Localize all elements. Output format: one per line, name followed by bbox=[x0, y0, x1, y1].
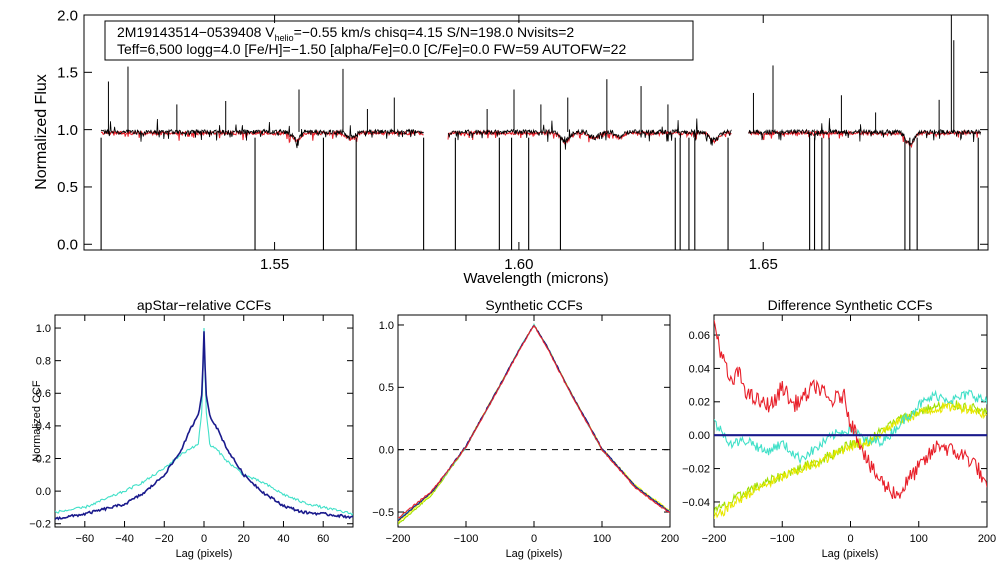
apstar-ccf-ytick-label: 0.4 bbox=[36, 421, 51, 433]
synthetic-ccf-series-ccf-5 bbox=[398, 324, 670, 519]
apstar-ccf-xtick-label: 40 bbox=[277, 533, 289, 545]
spectrum-xtick-label: 1.65 bbox=[749, 256, 778, 273]
annotation-line-1-post: =−0.55 km/s chisq=4.15 S/N=198.0 Nvisits… bbox=[294, 24, 575, 40]
spectrum-ytick-label: 0.0 bbox=[57, 237, 78, 254]
synthetic-ccf-xtick-label: −200 bbox=[386, 533, 411, 545]
difference-ccf-series-diff-cyan bbox=[714, 389, 987, 465]
synthetic-ccf-ytick-label: −0.5 bbox=[372, 507, 394, 519]
apstar-ccf-panel: apStar−relative CCFs Lag (pixels) Normal… bbox=[29, 297, 354, 560]
difference-ccf-ytick-label: −0.02 bbox=[682, 463, 710, 475]
spectrum-ytick-label: 1.5 bbox=[57, 65, 78, 82]
apstar-ccf-series-visit-1 bbox=[55, 327, 353, 516]
spectrum-ytick-label: 2.0 bbox=[57, 7, 78, 24]
difference-ccf-panel: Difference Synthetic CCFs Lag (pixels) −… bbox=[682, 297, 996, 560]
synthetic-ccf-ytick-label: 0.5 bbox=[379, 382, 394, 394]
annotation-box bbox=[104, 20, 694, 61]
spectrum-observed-line-chip-3 bbox=[748, 118, 982, 146]
spectrum-plot-frame bbox=[83, 14, 989, 251]
spectrum-xtick-label: 1.55 bbox=[260, 256, 289, 273]
synthetic-ccf-xtick-label: −100 bbox=[454, 533, 479, 545]
difference-ccf-ytick-label: 0.06 bbox=[689, 330, 710, 342]
apstar-xlabel: Lag (pixels) bbox=[176, 548, 233, 560]
apstar-title: apStar−relative CCFs bbox=[137, 297, 271, 313]
apstar-ccf-ytick-label: 0.2 bbox=[36, 453, 51, 465]
apstar-ccf-ytick-label: 1.0 bbox=[36, 323, 51, 335]
synthetic-title: Synthetic CCFs bbox=[485, 297, 582, 313]
difference-ccf-ytick-label: 0.00 bbox=[689, 430, 710, 442]
spectrum-panel: Normalized Flux Wavelength (microns) 2M1… bbox=[33, 7, 989, 287]
difference-ccf-xtick-label: 200 bbox=[978, 533, 996, 545]
difference-ccf-ytick-label: −0.04 bbox=[682, 497, 710, 509]
apstar-ccf-xtick-label: −40 bbox=[115, 533, 134, 545]
synthetic-ccf-panel: Synthetic CCFs Lag (pixels) −200 −100 0 100… bbox=[372, 297, 679, 560]
spectrum-ytick-label: 0.5 bbox=[57, 179, 78, 196]
apstar-ccf-xtick-label: 20 bbox=[238, 533, 250, 545]
synthetic-ccf-xtick-label: 200 bbox=[661, 533, 679, 545]
apstar-ccf-series-visit-2 bbox=[55, 331, 353, 521]
annotation-line-1-sub: helio bbox=[275, 33, 294, 43]
apstar-ccf-xtick-label: 0 bbox=[201, 533, 207, 545]
spectrum-xlabel: Wavelength (microns) bbox=[463, 270, 608, 287]
spectrum-xtick-label: 1.60 bbox=[504, 256, 533, 273]
difference-ccf-series-diff-yellow bbox=[714, 400, 987, 520]
apstar-ccf-xtick-label: −20 bbox=[155, 533, 174, 545]
synthetic-xlabel: Lag (pixels) bbox=[506, 548, 563, 560]
spectrum-observed-line-chip-2 bbox=[447, 118, 732, 150]
apstar-ccf-xtick-label: 60 bbox=[317, 533, 329, 545]
apstar-ccf-xtick-label: −60 bbox=[75, 533, 94, 545]
spectrum-annotation: 2M19143514−0539408 Vhelio=−0.55 km/s chi… bbox=[104, 20, 694, 61]
synthetic-ccf-ytick-label: 1.0 bbox=[379, 320, 394, 332]
spectrum-model-line-chip-1 bbox=[101, 129, 424, 144]
synthetic-ccf-xtick-label: 100 bbox=[593, 533, 611, 545]
apstar-ccf-ytick-label: 0.6 bbox=[36, 388, 51, 400]
difference-ccf-ytick-label: 0.02 bbox=[689, 397, 710, 409]
annotation-line-1-pre: 2M19143514−0539408 V bbox=[117, 24, 275, 40]
apstar-ylabel: Normalized CCF bbox=[31, 380, 43, 462]
spectrum-ytick-label: 1.0 bbox=[57, 122, 78, 139]
synthetic-ccf-xtick-label: 0 bbox=[531, 533, 537, 545]
difference-ccf-xtick-label: −100 bbox=[770, 533, 795, 545]
apstar-ccf-ytick-label: 0.8 bbox=[36, 356, 51, 368]
synthetic-ccf-ytick-label: 0.0 bbox=[379, 445, 394, 457]
apstar-ccf-ytick-label: 0.0 bbox=[36, 486, 51, 498]
difference-title: Difference Synthetic CCFs bbox=[768, 297, 933, 313]
difference-ccf-xtick-label: −200 bbox=[702, 533, 727, 545]
difference-ccf-xtick-label: 0 bbox=[847, 533, 853, 545]
spectrum-ylabel: Normalized Flux bbox=[33, 74, 50, 190]
annotation-line-1: 2M19143514−0539408 Vhelio=−0.55 km/s chi… bbox=[117, 24, 574, 43]
spectrum-observed-line-chip-1 bbox=[100, 118, 424, 149]
apstar-ccf-ytick-label: −0.2 bbox=[29, 519, 51, 531]
difference-ccf-xtick-label: 100 bbox=[910, 533, 928, 545]
difference-ccf-series-diff-red bbox=[714, 319, 987, 499]
difference-ccf-ytick-label: 0.04 bbox=[689, 363, 710, 375]
difference-xlabel: Lag (pixels) bbox=[822, 548, 879, 560]
annotation-line-2: Teff=6,500 logg=4.0 [Fe/H]=−1.50 [alpha/… bbox=[117, 41, 626, 57]
